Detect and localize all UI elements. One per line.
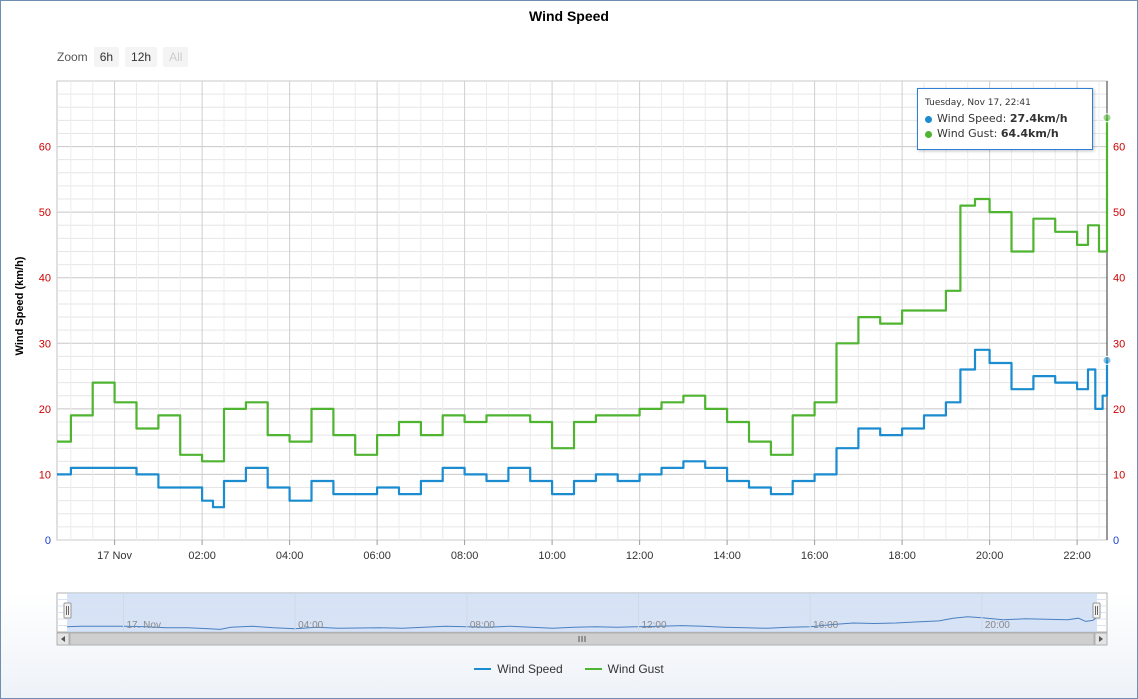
hover-marker-wind-gust: [1102, 113, 1112, 123]
tooltip-row-speed: Wind Speed: 27.4km/h: [925, 112, 1068, 125]
tooltip: Tuesday, Nov 17, 22:41 Wind Speed: 27.4k…: [917, 88, 1093, 150]
y-tick-label-left: 40: [39, 273, 51, 285]
x-tick-label: 20:00: [976, 550, 1004, 562]
navigator-tick-label: 12:00: [642, 620, 667, 631]
tooltip-speed-value: 27.4km/h: [1009, 112, 1068, 125]
series-layer: [57, 117, 1109, 509]
tooltip-date: Tuesday, Nov 17, 22:41: [925, 98, 1031, 108]
navigator-tick-label: 20:00: [985, 620, 1010, 631]
legend-item-wind-gust[interactable]: Wind Gust: [584, 662, 664, 676]
marker-layer: [1102, 113, 1112, 365]
legend-label-wind-gust: Wind Gust: [607, 662, 664, 676]
arrow-right-icon: [1099, 636, 1103, 642]
tooltip-speed-dot: [925, 115, 932, 123]
x-tick-label: 02:00: [188, 550, 216, 562]
hover-marker-wind-speed: [1102, 355, 1112, 365]
x-tick-label: 04:00: [276, 550, 304, 562]
legend-label-wind-speed: Wind Speed: [497, 662, 563, 676]
navigator-tick-label: 04:00: [298, 620, 323, 631]
y-tick-label-left: 0: [45, 535, 51, 547]
y-tick-label-right: 0: [1113, 535, 1119, 547]
y-tick-label-right: 50: [1113, 207, 1125, 219]
x-tick-label: 14:00: [713, 550, 741, 562]
navigator-tick-label: 16:00: [813, 620, 838, 631]
y-tick-label-right: 40: [1113, 273, 1125, 285]
x-tick-label: 08:00: [451, 550, 479, 562]
tooltip-gust-value: 64.4km/h: [1000, 127, 1059, 140]
x-tick-label: 12:00: [626, 550, 654, 562]
zoom-selector: Zoom 6h 12h All: [57, 46, 194, 68]
navigator-tick-label: 17. Nov: [127, 620, 161, 631]
y-tick-label-left: 20: [39, 404, 51, 416]
x-tick-label: 22:00: [1063, 550, 1091, 562]
y-tick-label-left: 60: [39, 142, 51, 154]
navigator-handle-left[interactable]: [63, 602, 72, 619]
navigator-handle-right[interactable]: [1092, 602, 1101, 619]
tooltip-speed-label: Wind Speed:: [937, 112, 1007, 125]
y-tick-label-left: 10: [39, 469, 51, 481]
series-wind-speed: [57, 348, 1109, 509]
navigator-tick-label: 08:00: [470, 620, 495, 631]
arrow-left-icon: [61, 636, 65, 642]
navigator: 17. Nov 04:00 08:00 12:00 16:00 20:00: [56, 592, 1108, 646]
tooltip-row-gust: Wind Gust: 64.4km/h: [925, 127, 1059, 140]
tooltip-gust-dot: [925, 130, 932, 138]
zoom-6h-button[interactable]: 6h: [93, 47, 120, 67]
series-wind-gust: [57, 117, 1109, 463]
x-tick-label: 16:00: [801, 550, 829, 562]
y-tick-label-right: 60: [1113, 142, 1125, 154]
y-tick-label-right: 20: [1113, 404, 1125, 416]
navigator-series: [66, 616, 1098, 630]
zoom-label: Zoom: [57, 50, 88, 64]
chart-title: Wind Speed: [529, 8, 609, 24]
legend-swatch-wind-gust: [584, 668, 602, 670]
legend-swatch-wind-speed: [474, 668, 492, 670]
y-tick-label-right: 30: [1113, 338, 1125, 350]
zoom-12h-button[interactable]: 12h: [125, 47, 158, 67]
legend: Wind Speed Wind Gust: [0, 662, 1138, 676]
x-tick-label: 10:00: [538, 550, 566, 562]
x-tick-label: 17 Nov: [97, 550, 132, 562]
axis-layer: 17 Nov 02:00 04:00 06:00 08:00 10:00 12:00 14:0…: [39, 81, 1125, 562]
y-tick-label-left: 30: [39, 338, 51, 350]
legend-item-wind-speed[interactable]: Wind Speed: [474, 662, 563, 676]
tooltip-gust-label: Wind Gust:: [937, 127, 998, 140]
y-tick-label-right: 10: [1113, 469, 1125, 481]
x-tick-label: 18:00: [888, 550, 916, 562]
x-tick-label: 06:00: [363, 550, 391, 562]
y-tick-label-left: 50: [39, 207, 51, 219]
zoom-all-button[interactable]: All: [163, 47, 189, 67]
